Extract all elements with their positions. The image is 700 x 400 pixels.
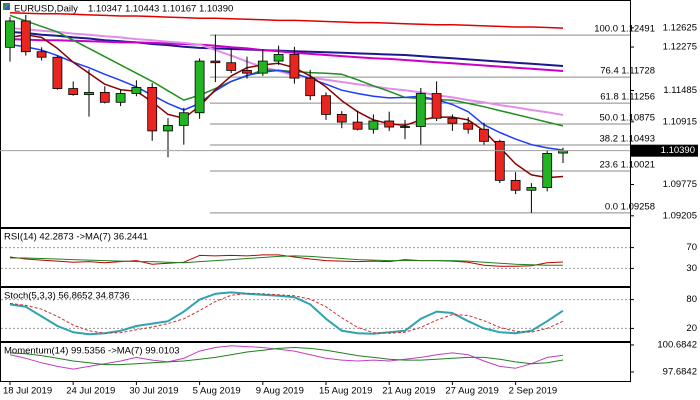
x-tick-label: 9 Aug 2019 bbox=[256, 386, 304, 397]
fibo-label: 100.0 1.12491 bbox=[594, 24, 655, 35]
x-tick-label: 2 Sep 2019 bbox=[509, 386, 558, 397]
candle-body bbox=[526, 187, 537, 191]
y-tick-label: 1.09205 bbox=[663, 210, 697, 221]
candle-body bbox=[226, 62, 237, 71]
candle-body bbox=[20, 20, 31, 53]
indicator-line bbox=[9, 38, 564, 72]
panel-frame bbox=[0, 228, 631, 287]
candle-body bbox=[194, 60, 205, 114]
indicator-line bbox=[9, 292, 564, 334]
panel-title: RSI(14) 42.2873 ->MA(7) 36.2441 bbox=[4, 232, 148, 243]
candle-body bbox=[510, 179, 521, 191]
y-tick-label: 100.6842 bbox=[657, 339, 697, 350]
chart-title: EURUSD,Daily bbox=[14, 4, 78, 15]
candle-body bbox=[368, 120, 379, 130]
candle-body bbox=[415, 93, 426, 127]
y-tick-label: 80 bbox=[686, 294, 697, 305]
candle-body bbox=[242, 70, 252, 74]
indicator-line bbox=[9, 14, 564, 127]
y-tick-label: 97.6842 bbox=[663, 366, 697, 377]
chart-subtitle: 1.10347 1.10443 1.10167 1.10390 bbox=[88, 4, 233, 15]
indicator-line bbox=[9, 27, 564, 116]
candle-body bbox=[163, 124, 173, 132]
indicator-line bbox=[9, 33, 564, 179]
y-tick-label: 1.11485 bbox=[663, 85, 697, 96]
candle-body bbox=[305, 77, 316, 97]
candle-body bbox=[5, 20, 15, 48]
candle-body bbox=[321, 95, 331, 115]
x-tick-label: 21 Aug 2019 bbox=[382, 386, 435, 397]
x-tick-label: 15 Aug 2019 bbox=[319, 386, 372, 397]
candle-body bbox=[400, 126, 410, 128]
candle-body bbox=[352, 121, 363, 130]
indicator-line bbox=[9, 43, 564, 151]
candle-body bbox=[210, 60, 221, 64]
candle-body bbox=[273, 54, 284, 62]
x-tick-label: 5 Aug 2019 bbox=[193, 386, 241, 397]
y-tick-label: 1.10915 bbox=[663, 116, 697, 127]
candle-body bbox=[68, 88, 79, 96]
y-tick-label: 20 bbox=[686, 323, 697, 334]
candle-body bbox=[131, 87, 142, 94]
indicator-line bbox=[10, 255, 564, 266]
panel-title: Stoch(5,3,3) 56.8652 34.8736 bbox=[4, 291, 130, 302]
candle-body bbox=[431, 93, 442, 119]
panel-frame bbox=[0, 287, 631, 342]
y-tick-label: 70 bbox=[686, 242, 697, 253]
candle-body bbox=[336, 114, 347, 123]
x-tick-label: 18 Jul 2019 bbox=[3, 386, 52, 397]
candle-body bbox=[447, 117, 458, 124]
y-tick-label: 30 bbox=[686, 263, 697, 274]
panel-frame bbox=[0, 342, 631, 382]
x-tick-label: 27 Aug 2019 bbox=[445, 386, 498, 397]
candle-body bbox=[384, 120, 395, 128]
y-tick-label: 1.12275 bbox=[663, 42, 697, 53]
candle-body bbox=[84, 92, 94, 96]
indicator-line bbox=[9, 30, 564, 67]
candle-body bbox=[99, 92, 110, 103]
panel-frame bbox=[0, 0, 631, 228]
last-price-box bbox=[631, 144, 698, 157]
fibo-label: 61.8 1.11256 bbox=[600, 92, 655, 103]
last-price-label: 1.10390 bbox=[661, 145, 695, 156]
candle-body bbox=[36, 51, 47, 58]
candle-body bbox=[115, 93, 126, 103]
fibo-label: 0.0 1.09258 bbox=[605, 201, 655, 212]
y-tick-label: 1.09775 bbox=[663, 179, 697, 190]
fibo-label: 38.2 1.10493 bbox=[600, 134, 655, 145]
panel-title: Momentum(14) 99.5356 ->MA(7) 99.0103 bbox=[4, 346, 180, 357]
y-tick-label: 1.12625 bbox=[663, 22, 697, 33]
candle-body bbox=[147, 87, 158, 132]
indicator-line bbox=[9, 291, 564, 336]
fibo-label: 76.4 1.11728 bbox=[600, 66, 655, 77]
candle-body bbox=[257, 60, 268, 74]
candle-body bbox=[289, 54, 300, 79]
candle-body bbox=[463, 122, 474, 130]
candle-body bbox=[479, 128, 489, 142]
fibo-label: 23.6 1.10021 bbox=[600, 159, 655, 170]
fibo-label: 50.0 1.10875 bbox=[600, 113, 655, 124]
symbol-icon bbox=[3, 3, 10, 10]
indicator-line bbox=[9, 11, 564, 29]
indicator-line bbox=[9, 347, 564, 366]
x-tick-label: 24 Jul 2019 bbox=[66, 386, 115, 397]
candle-body bbox=[178, 112, 189, 126]
candle-body bbox=[52, 56, 63, 89]
x-tick-label: 30 Jul 2019 bbox=[129, 386, 178, 397]
candle-body bbox=[494, 140, 505, 181]
candle-body bbox=[542, 153, 553, 188]
